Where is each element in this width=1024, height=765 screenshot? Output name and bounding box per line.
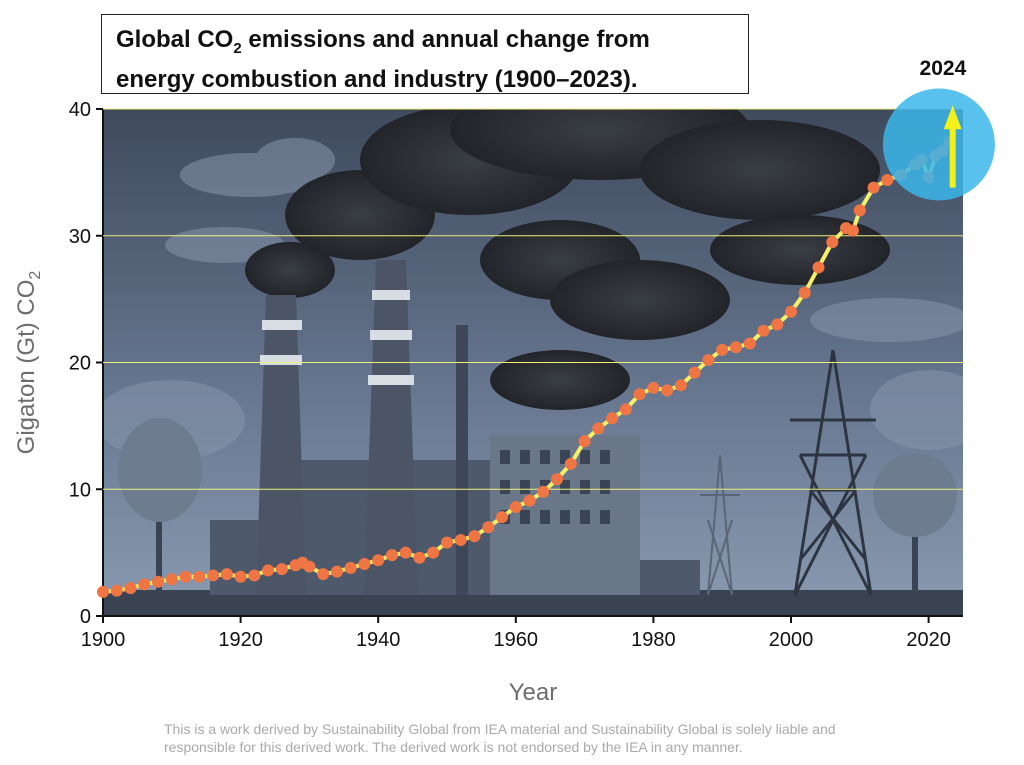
data-point-2006	[826, 236, 839, 249]
y-tick-label-20: 20	[69, 353, 91, 375]
data-point-1948	[427, 546, 440, 559]
data-point-1952	[454, 533, 467, 546]
data-point-1964	[537, 485, 550, 498]
data-point-1972	[592, 422, 605, 435]
smokestack-icon	[256, 260, 468, 595]
y-tick-label-0: 0	[80, 606, 91, 628]
x-tick-label-2000: 2000	[769, 629, 814, 651]
data-point-1944	[399, 546, 412, 559]
data-point-2012	[867, 181, 880, 194]
data-point-1994	[743, 337, 756, 350]
data-point-1960	[509, 500, 522, 513]
data-point-1980	[647, 381, 660, 394]
data-point-1926	[275, 563, 288, 576]
data-point-1924	[262, 564, 275, 577]
data-point-1938	[358, 558, 371, 571]
data-point-1984	[674, 379, 687, 392]
x-axis-title: Year	[509, 679, 558, 706]
y-tick-label-10: 10	[69, 479, 91, 501]
footnote-line1: This is a work derived by Sustainability…	[164, 721, 836, 737]
data-point-1962	[523, 494, 536, 507]
data-point-1986	[688, 366, 701, 379]
data-point-2009	[846, 224, 859, 237]
power-pylon-icon	[790, 349, 876, 596]
data-point-1996	[757, 324, 770, 337]
y-tick-label-40: 40	[69, 99, 91, 121]
data-point-1920	[234, 570, 247, 583]
data-point-2004	[812, 261, 825, 274]
y-axis-title: Gigaton (Gt) CO2	[13, 271, 44, 455]
footnote-line2: responsible for this derived work. The d…	[164, 739, 743, 755]
data-point-1970	[578, 435, 591, 448]
data-point-1930	[303, 560, 316, 573]
data-point-1946	[413, 551, 426, 564]
data-point-1956	[482, 521, 495, 534]
data-point-1988	[702, 353, 715, 366]
data-point-1978	[633, 388, 646, 401]
data-point-1940	[372, 554, 385, 567]
chart-title-line1: Global CO2 emissions and annual change f…	[116, 26, 650, 57]
data-point-1992	[729, 341, 742, 354]
chart-title-box: Global CO2 emissions and annual change f…	[101, 14, 749, 94]
data-point-1906	[138, 578, 151, 591]
data-point-1902	[110, 584, 123, 597]
factory-illustration	[103, 109, 963, 616]
data-point-1904	[124, 582, 137, 595]
data-point-1990	[716, 343, 729, 356]
x-tick-label-1960: 1960	[494, 629, 539, 651]
data-point-1912	[179, 570, 192, 583]
data-point-1916	[207, 569, 220, 582]
data-point-1932	[317, 568, 330, 581]
data-point-2002	[798, 286, 811, 299]
x-tick-label-1900: 1900	[81, 629, 126, 651]
data-point-2010	[853, 204, 866, 217]
data-point-1942	[385, 549, 398, 562]
data-point-1910	[165, 573, 178, 586]
data-point-1934	[330, 565, 343, 578]
data-point-1954	[468, 530, 481, 543]
chart-title-line2: energy combustion and industry (1900–202…	[116, 65, 638, 93]
x-tick-label-1940: 1940	[356, 629, 401, 651]
data-point-1966	[551, 473, 564, 486]
power-pylon-small	[700, 454, 740, 596]
data-point-1900	[97, 585, 109, 598]
highlight-2024: 2024	[882, 57, 995, 201]
footnote: This is a work derived by Sustainability…	[164, 720, 944, 756]
data-point-2014	[881, 173, 894, 186]
data-point-1908	[152, 575, 165, 588]
data-point-1958	[496, 511, 509, 524]
tree-icon	[118, 418, 957, 595]
data-point-1922	[248, 569, 261, 582]
data-point-1998	[771, 318, 784, 331]
data-point-1950	[441, 536, 453, 549]
data-point-1974	[606, 412, 619, 425]
y-tick-label-30: 30	[69, 226, 91, 248]
tick-labels: 0 10 20 30 40 1900 1920 1940 1960 1980 2000 2020	[69, 99, 951, 651]
x-tick-label-1980: 1980	[631, 629, 676, 651]
highlight-circle	[882, 88, 995, 201]
data-point-1982	[661, 384, 674, 397]
data-point-2000	[785, 305, 797, 318]
gridlines	[103, 108, 963, 490]
data-point-1918	[220, 568, 233, 581]
highlight-label: 2024	[920, 57, 967, 80]
x-tick-label-2020: 2020	[906, 629, 951, 651]
data-point-1914	[193, 570, 206, 583]
arrow-head-icon	[943, 105, 962, 130]
data-point-1976	[619, 403, 632, 416]
data-point-1936	[344, 561, 357, 574]
x-tick-label-1920: 1920	[218, 629, 263, 651]
data-point-1968	[564, 457, 577, 470]
